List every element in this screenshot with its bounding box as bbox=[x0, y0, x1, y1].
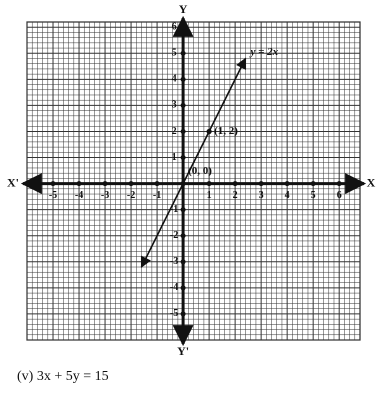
x-tick-label: 4 bbox=[285, 190, 290, 201]
x-tick bbox=[336, 181, 342, 187]
x-tick bbox=[258, 181, 264, 187]
point-label: (1, 2) bbox=[214, 125, 238, 137]
x-tick-label: -4 bbox=[75, 190, 83, 201]
x-tick-label: -2 bbox=[127, 190, 135, 201]
y-tick bbox=[180, 155, 186, 161]
point bbox=[206, 128, 212, 135]
caption: (v) 3x + 5y = 15 bbox=[17, 369, 109, 384]
x-tick bbox=[310, 181, 316, 187]
x-tick-label: 3 bbox=[259, 190, 264, 201]
x-tick-label: 6 bbox=[337, 190, 342, 201]
y-tick bbox=[180, 233, 186, 239]
y-tick bbox=[180, 76, 186, 82]
x-tick bbox=[102, 181, 108, 187]
axis-label: X' bbox=[7, 175, 19, 189]
y-tick-label: -5 bbox=[170, 308, 178, 319]
axis-label: Y bbox=[179, 2, 188, 16]
x-tick-label: -1 bbox=[153, 190, 161, 201]
y-tick bbox=[180, 311, 186, 317]
y-tick bbox=[180, 259, 186, 265]
point bbox=[180, 181, 186, 187]
y-tick-label: 2 bbox=[172, 126, 177, 137]
y-tick-label: 3 bbox=[172, 100, 177, 111]
x-tick bbox=[284, 181, 290, 187]
y-tick-label: 4 bbox=[172, 74, 177, 85]
y-tick bbox=[180, 24, 186, 30]
y-tick bbox=[180, 50, 186, 56]
y-tick-label: 6 bbox=[172, 22, 177, 33]
x-tick bbox=[154, 181, 160, 187]
x-tick bbox=[232, 181, 238, 187]
axis-label: Y' bbox=[177, 344, 189, 358]
y-tick-label: -4 bbox=[170, 282, 178, 293]
x-tick bbox=[76, 181, 82, 187]
line-label: y = 2x bbox=[249, 46, 279, 58]
graph-paper bbox=[26, 21, 361, 341]
point-label: (0, 0) bbox=[188, 165, 212, 177]
y-tick-label: 5 bbox=[172, 48, 177, 59]
line bbox=[140, 57, 247, 269]
y-tick-label: -2 bbox=[170, 230, 178, 241]
y-tick-label: -1 bbox=[170, 204, 178, 215]
y-tick bbox=[180, 102, 186, 108]
x-tick bbox=[128, 181, 134, 187]
x-tick-label: -5 bbox=[49, 190, 57, 201]
y-tick-label: 1 bbox=[172, 152, 177, 163]
y-tick bbox=[180, 207, 186, 213]
y-tick bbox=[180, 128, 186, 134]
y-tick-label: -3 bbox=[170, 256, 178, 267]
x-tick bbox=[206, 181, 212, 187]
x-tick-label: 2 bbox=[233, 190, 238, 201]
x-tick-label: 1 bbox=[207, 190, 212, 201]
axis-label: X bbox=[367, 175, 376, 189]
x-tick-label: -3 bbox=[101, 190, 109, 201]
y-tick bbox=[180, 285, 186, 291]
x-tick bbox=[50, 181, 56, 187]
x-tick-label: 5 bbox=[311, 190, 316, 201]
